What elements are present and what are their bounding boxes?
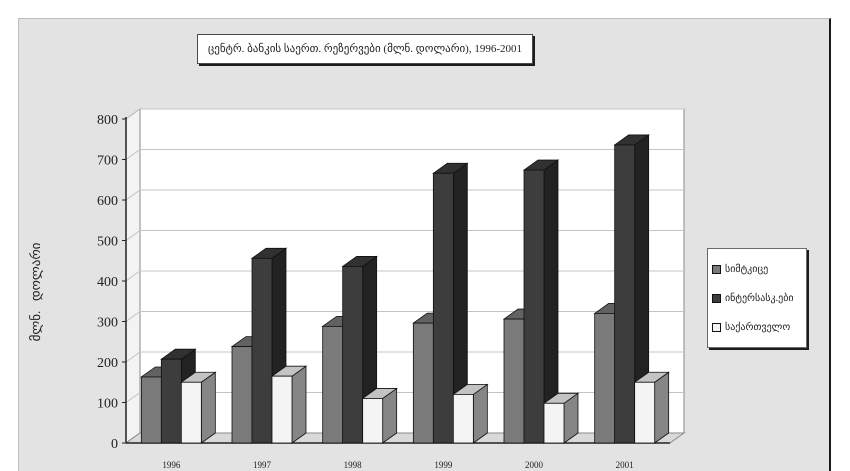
bar-front	[614, 144, 636, 444]
y-tick-label: 600	[97, 194, 118, 209]
gridline	[125, 108, 684, 120]
legend-swatch	[712, 265, 721, 274]
bar-front	[432, 172, 454, 444]
x-tick-label: 1997	[253, 460, 272, 470]
bar-front	[362, 398, 384, 444]
y-axis-label: მლნ. დოლარი	[28, 242, 43, 342]
gridline	[125, 351, 684, 363]
tick-labels: 0 100 200 300 400 500 600 700 800 1996 1997 1998 199…	[97, 113, 634, 470]
y-tick-label: 700	[97, 154, 118, 169]
y-tick-label: 200	[97, 356, 118, 371]
bar	[522, 159, 560, 444]
bar-front	[271, 375, 293, 444]
gridline	[125, 311, 684, 322]
bar-front	[180, 381, 202, 444]
gridlines	[125, 108, 684, 403]
bar-front	[503, 318, 525, 444]
x-tick-label: 1996	[162, 460, 181, 470]
legend-label: სიმტკიცე	[725, 264, 769, 275]
y-tick-label: 300	[97, 316, 118, 331]
bar-front	[523, 169, 545, 444]
bar	[633, 371, 670, 444]
gridline	[125, 149, 684, 160]
bar	[432, 162, 469, 444]
legend-swatch	[712, 323, 721, 332]
x-tick-label: 2000	[525, 460, 544, 470]
bar-front	[251, 257, 273, 444]
bar-front	[160, 358, 182, 444]
legend-item: საქართველო	[712, 313, 802, 342]
bar	[542, 392, 580, 444]
legend-item: ინტერსასკ.ები	[712, 284, 802, 313]
bar-front	[140, 376, 162, 444]
bar	[452, 383, 489, 444]
legend-item: სიმტკიცე	[712, 255, 802, 284]
bar-front	[231, 346, 253, 444]
bar	[250, 247, 288, 444]
x-tick-label: 2001	[616, 460, 634, 470]
axes	[122, 117, 670, 444]
gridline	[125, 230, 684, 241]
bar-side	[200, 371, 216, 444]
legend-swatch	[712, 294, 721, 303]
bar-front	[412, 322, 434, 444]
bar	[361, 387, 398, 444]
bar-front	[543, 402, 565, 444]
gridline	[125, 189, 684, 201]
legend-label: საქართველო	[725, 322, 791, 333]
bars	[140, 134, 670, 444]
y-tick-label: 500	[97, 235, 118, 250]
bar	[180, 371, 217, 444]
legend: სიმტკიცე ინტერსასკ.ები საქართველო	[707, 248, 807, 348]
bar-side	[291, 365, 307, 444]
y-tick-label: 0	[111, 437, 118, 452]
bar-front	[634, 381, 656, 444]
bar-front	[322, 325, 344, 444]
y-tick-label: 800	[97, 113, 118, 128]
y-tick-label: 400	[97, 275, 118, 290]
legend-label: ინტერსასკ.ები	[725, 293, 794, 304]
bar-front	[342, 266, 364, 444]
gridline	[125, 392, 684, 403]
chart-title: ცენტრ. ბანკის საერთ. რეზერვები (მლნ. დოლ…	[197, 34, 534, 64]
bar	[270, 365, 308, 444]
bar-side	[654, 371, 670, 444]
y-tick-label: 100	[97, 397, 118, 412]
x-tick-label: 1998	[344, 460, 363, 470]
bar-front	[452, 393, 474, 444]
gridline	[125, 270, 684, 282]
x-tick-label: 1999	[434, 460, 453, 470]
bar-front	[594, 312, 616, 444]
